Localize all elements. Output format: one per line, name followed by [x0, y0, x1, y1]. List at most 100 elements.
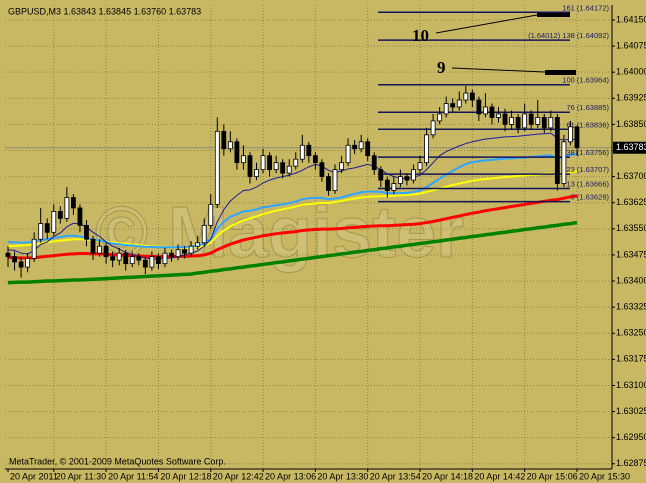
candle-body	[182, 249, 187, 254]
candle-body	[142, 259, 148, 268]
candle-body	[496, 113, 501, 118]
candle-body	[31, 238, 37, 259]
candle-body	[227, 141, 233, 150]
candle-body	[306, 144, 312, 157]
candle-body	[149, 256, 155, 268]
candle-body	[450, 103, 456, 108]
y-tick-label: 1.64075	[616, 40, 646, 50]
candle-body	[129, 256, 135, 265]
candle-body	[18, 261, 24, 268]
current-price-label: 1.63783	[616, 142, 646, 152]
candle-body	[260, 155, 266, 171]
annotation-arrow	[451, 67, 546, 73]
candle-body	[293, 158, 299, 167]
candle-body	[286, 165, 292, 174]
candle-body	[515, 117, 521, 129]
candle-body	[5, 252, 11, 258]
candle-body	[162, 252, 168, 265]
fib-level-label: (1.64012) 138 (1.64092)	[528, 31, 609, 40]
candle-body	[430, 120, 436, 136]
annotation-label: 9	[437, 58, 446, 77]
y-tick-label: 1.62950	[616, 432, 646, 442]
y-tick-label: 1.63700	[616, 171, 646, 181]
candle-body	[483, 106, 488, 115]
y-tick-label: 1.63250	[616, 328, 646, 338]
y-tick-label: 1.63475	[616, 249, 646, 259]
candle-body	[397, 176, 403, 184]
candle-body	[548, 117, 554, 129]
candle-body	[358, 141, 364, 150]
fib-level-label: 61 (1.63836)	[566, 120, 609, 129]
footer: MetaTrader, © 2001-2009 MetaQuotes Softw…	[9, 456, 226, 466]
candle-body	[156, 256, 161, 265]
moving-average-line	[7, 220, 578, 285]
candle-body	[25, 258, 31, 268]
annotation-10: 10	[412, 13, 570, 45]
x-tick-label: 20 Apr 13:06	[265, 471, 316, 481]
candle-body	[568, 126, 573, 143]
current-price-tag	[613, 141, 646, 154]
annotation-arrow	[435, 14, 538, 34]
candle-body	[64, 197, 70, 219]
candle-body	[528, 113, 534, 125]
y-tick-label: 1.63550	[616, 223, 646, 233]
candle-body	[299, 144, 305, 160]
candle-body	[38, 223, 44, 240]
x-tick-label: 20 Apr 14:18	[422, 471, 473, 481]
candle-body	[312, 155, 318, 164]
candle-body	[326, 176, 331, 191]
candle-body	[214, 130, 220, 205]
y-tick-label: 1.63850	[616, 119, 646, 129]
candle-body	[97, 245, 102, 254]
y-tick-label: 1.63400	[616, 275, 646, 285]
candle-body	[476, 99, 482, 115]
candle-body	[234, 141, 240, 164]
candle-body	[44, 223, 50, 233]
fibonacci-levels: 161 (1.64172) (1.64012) 138 (1.64092) 100 …	[378, 3, 610, 203]
fib-level-label: 13 (1.63666)	[566, 179, 609, 188]
candle-body	[509, 117, 514, 125]
moving-average-line	[7, 132, 578, 260]
candle-body	[51, 211, 57, 233]
candle-body	[175, 249, 181, 258]
candle-body	[12, 256, 17, 263]
candle-body	[201, 224, 207, 244]
candle-body	[345, 144, 351, 164]
x-tick-label: 20 Apr 12:42	[213, 471, 264, 481]
x-tick-label: 20 Apr 13:54	[370, 471, 421, 481]
annotation-9: 9	[437, 58, 576, 77]
y-tick-label: 1.64150	[616, 14, 646, 24]
candle-body	[110, 256, 116, 261]
candle-body	[71, 197, 76, 209]
candle-body	[384, 179, 390, 191]
candle-body	[456, 99, 462, 108]
candle-body	[417, 162, 423, 171]
moving-average-line	[7, 194, 578, 260]
candle-body	[437, 113, 443, 122]
fib-level-label: 100 (1.63964)	[562, 76, 609, 85]
candle-body	[371, 155, 377, 171]
moving-averages	[7, 132, 578, 285]
y-tick-label: 1.63100	[616, 380, 646, 390]
annotation-marker	[537, 13, 570, 17]
candle-body	[535, 117, 541, 125]
candle-body	[561, 141, 567, 184]
candle-body	[84, 224, 89, 240]
y-tick-label: 1.63325	[616, 302, 646, 312]
candle-body	[267, 155, 273, 171]
candle-body	[136, 256, 142, 261]
candle-body	[574, 126, 580, 149]
candle-body	[254, 169, 259, 178]
chart-header: GBPUSD,M3 1.63843 1.63845 1.63760 1.6378…	[8, 6, 201, 16]
candle-body	[489, 106, 495, 118]
fib-level-label: 161 (1.64172)	[562, 3, 609, 12]
x-tick-label: 20 Apr 15:06	[527, 471, 578, 481]
y-tick-label: 1.63925	[616, 93, 646, 103]
candle-body	[116, 252, 122, 261]
x-tick-label: 20 Apr 11:30	[56, 471, 106, 481]
candle-body	[463, 92, 469, 101]
fib-level-label: 23 (1.63707)	[566, 165, 609, 174]
candle-body	[57, 211, 63, 219]
candle-body	[208, 204, 214, 226]
